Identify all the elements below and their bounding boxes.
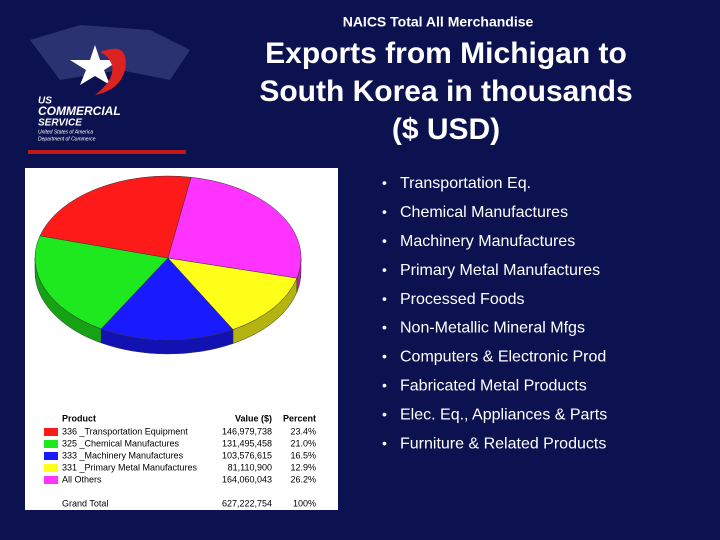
title: South Korea in thousands [259, 75, 632, 108]
table-header: Percent [283, 413, 316, 423]
legend-label: 331 _Primary Metal Manufactures [62, 462, 198, 472]
pie-slice [34, 235, 169, 330]
logo-text: United States of America [38, 129, 93, 135]
title: Exports from Michigan to [265, 37, 627, 70]
logo-swoosh [95, 48, 126, 95]
value-label: 103,576,615 [222, 450, 272, 460]
percent-label: 16.5% [290, 450, 316, 460]
pie-slice [167, 176, 302, 279]
bullet-list: • Transportation Eq. • Chemical Manufacture… [382, 175, 607, 453]
data-table: Product Value ($) Percent 336 _Transportati… [44, 413, 316, 508]
pie-slice [100, 257, 234, 341]
bullet-text: Computers & Electronic Prod [400, 349, 606, 366]
title: ($ USD) [392, 113, 500, 146]
legend-swatch [44, 476, 58, 484]
kicker: NAICS Total All Merchandise [343, 14, 534, 30]
pie-slice [167, 257, 298, 330]
legend-label: 336 _Transportation Equipment [62, 426, 188, 436]
bullet-text: Chemical Manufactures [400, 204, 568, 221]
bullet-dot: • [382, 175, 387, 191]
table-total: 100% [293, 498, 316, 508]
bullet-dot: • [382, 406, 387, 422]
legend-swatch [44, 428, 58, 436]
logo-text: SERVICE [38, 118, 82, 129]
table-header: Product [62, 413, 96, 423]
table-header: Value ($) [235, 413, 272, 423]
bullet-dot: • [382, 377, 387, 393]
value-label: 81,110,900 [228, 462, 272, 472]
bullet-text: Furniture & Related Products [400, 435, 606, 452]
bullet-dot: • [382, 435, 387, 451]
bullet-text: Processed Foods [400, 291, 525, 308]
logo-rule [28, 150, 186, 154]
value-label: 131,495,458 [222, 438, 272, 448]
logo-text: US [38, 96, 52, 107]
legend-label: All Others [62, 474, 102, 484]
logo-star [70, 45, 120, 85]
bullet-dot: • [382, 348, 387, 364]
logo-text: COMMERCIAL [38, 104, 121, 118]
bullet-text: Elec. Eq., Appliances & Parts [400, 406, 607, 423]
legend-swatch [44, 464, 58, 472]
legend-swatch [44, 452, 58, 460]
percent-label: 12.9% [290, 462, 316, 472]
bullet-text: Machinery Manufactures [400, 233, 575, 250]
bullet-text: Primary Metal Manufactures [400, 262, 600, 279]
percent-label: 21.0% [290, 438, 316, 448]
percent-label: 26.2% [290, 474, 316, 484]
bullet-dot: • [382, 290, 387, 306]
table-total: Grand Total [62, 498, 108, 508]
bullet-text: Transportation Eq. [400, 175, 531, 192]
bullet-dot: • [382, 204, 387, 220]
bullet-dot: • [382, 319, 387, 335]
pie-slice [39, 175, 192, 259]
pie-chart [34, 175, 302, 355]
legend-label: 325 _Chemical Manufactures [62, 438, 180, 448]
value-label: 164,060,043 [222, 474, 272, 484]
table-total: 627,222,754 [222, 498, 272, 508]
legend-label: 333 _Machinery Manufactures [62, 450, 184, 460]
bullet-dot: • [382, 261, 387, 277]
logo-text: Department of Commerce [38, 136, 96, 142]
bullet-text: Fabricated Metal Products [400, 378, 587, 395]
value-label: 146,979,738 [222, 426, 272, 436]
bullet-dot: • [382, 233, 387, 249]
legend-swatch [44, 440, 58, 448]
bullet-text: Non-Metallic Mineral Mfgs [400, 320, 585, 337]
percent-label: 23.4% [290, 426, 316, 436]
